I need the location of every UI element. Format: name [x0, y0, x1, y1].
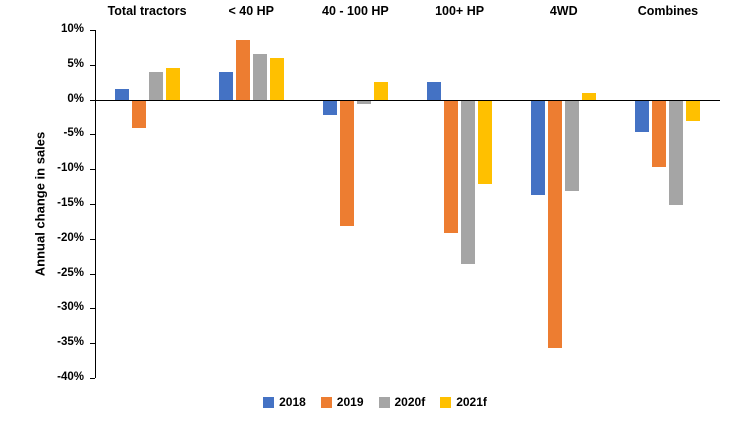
y-tick-mark [90, 64, 95, 66]
y-tick-mark [90, 308, 95, 310]
bar [461, 100, 476, 265]
legend-label: 2019 [336, 395, 364, 409]
y-tick-label: -40% [57, 371, 84, 383]
y-tick-mark [90, 343, 95, 345]
bar [427, 82, 442, 100]
bar [269, 57, 284, 100]
y-tick-mark [90, 238, 95, 240]
y-tick-label: -20% [57, 231, 84, 244]
legend: 2018 2019 2020f 2021f [0, 393, 750, 411]
bar [373, 82, 388, 100]
bar [165, 68, 180, 100]
y-axis-line [95, 30, 96, 378]
legend-item: 2020f [378, 395, 426, 409]
y-tick-label: -35% [57, 336, 84, 349]
legend-swatch [440, 396, 452, 408]
legend-label: 2018 [279, 395, 306, 409]
bar [356, 100, 371, 105]
bar [686, 100, 701, 122]
y-tick-mark [90, 273, 95, 275]
y-tick-label: -5% [63, 127, 84, 140]
y-tick-label: 10% [60, 23, 84, 35]
bar [565, 100, 580, 192]
y-tick-label: -25% [57, 266, 84, 279]
bar [635, 100, 650, 132]
legend-swatch [378, 396, 390, 408]
bar [148, 71, 163, 100]
y-tick-mark [90, 378, 95, 379]
legend-swatch [320, 396, 332, 408]
y-tick-mark [90, 204, 95, 205]
bar [652, 100, 667, 167]
legend-swatch [263, 396, 275, 408]
y-tick-mark [90, 99, 95, 101]
bar [339, 100, 354, 226]
y-tick-label: 0% [67, 92, 84, 105]
legend-label: 2020f [394, 395, 426, 409]
bar [131, 100, 146, 129]
bar [252, 54, 267, 100]
category-label: Total tractors [107, 4, 187, 18]
bar [322, 100, 337, 115]
legend-item: 2021f [440, 395, 487, 409]
legend-item: 2018 [263, 395, 306, 409]
bar [582, 92, 597, 100]
y-tick-mark [90, 134, 95, 136]
category-label: 100+ HP [435, 4, 485, 18]
bar [444, 100, 459, 233]
bar [114, 89, 129, 100]
bar [478, 100, 493, 185]
bar [235, 40, 250, 100]
y-tick-mark [90, 169, 95, 171]
category-label: Combines [637, 4, 699, 18]
zero-line [95, 99, 720, 101]
bar [669, 100, 684, 205]
bar [548, 100, 563, 348]
bar [531, 100, 546, 195]
legend-label: 2021f [456, 395, 487, 409]
y-tick-label: -30% [57, 301, 84, 314]
bar [218, 71, 233, 100]
y-tick-label: 5% [67, 57, 84, 70]
y-tick-mark [90, 30, 95, 31]
category-label: 40 - 100 HP [322, 4, 389, 18]
category-label: 4WD [549, 4, 578, 18]
legend-item: 2019 [320, 395, 364, 409]
y-tick-label: -10% [57, 162, 84, 175]
category-label: < 40 HP [228, 4, 274, 18]
y-tick-label: -15% [57, 197, 84, 209]
